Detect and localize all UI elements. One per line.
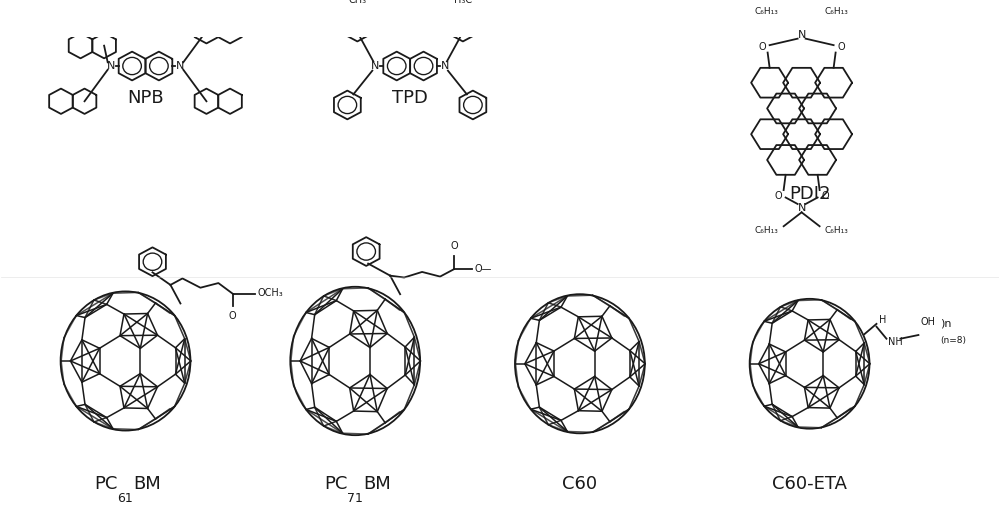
Text: N: N — [797, 30, 806, 40]
Ellipse shape — [515, 294, 645, 433]
Text: O—: O— — [474, 264, 491, 274]
Text: PC: PC — [324, 475, 347, 494]
Text: OH: OH — [920, 317, 935, 327]
Text: C₆H₁₃: C₆H₁₃ — [825, 7, 849, 16]
Text: O: O — [758, 42, 766, 52]
Text: O: O — [774, 191, 782, 201]
Text: NPB: NPB — [127, 90, 164, 107]
Text: C₆H₁₃: C₆H₁₃ — [755, 7, 779, 16]
Text: C60: C60 — [562, 475, 597, 494]
Text: BM: BM — [134, 475, 161, 494]
Text: H: H — [879, 315, 887, 325]
Ellipse shape — [61, 291, 190, 431]
Text: NH: NH — [888, 337, 903, 347]
Text: C₆H₁₃: C₆H₁₃ — [825, 226, 849, 235]
Text: (n=8): (n=8) — [940, 336, 966, 345]
Text: O: O — [838, 42, 845, 52]
Ellipse shape — [750, 299, 869, 429]
Text: C60-ETA: C60-ETA — [772, 475, 847, 494]
Text: N: N — [797, 203, 806, 213]
Text: O: O — [229, 311, 236, 321]
Text: C₆H₁₃: C₆H₁₃ — [755, 226, 779, 235]
Text: N: N — [441, 61, 449, 71]
Text: 71: 71 — [347, 492, 363, 505]
Ellipse shape — [290, 287, 420, 435]
Text: BM: BM — [363, 475, 391, 494]
Text: 61: 61 — [118, 492, 133, 505]
Text: PC: PC — [94, 475, 118, 494]
Text: N: N — [371, 61, 380, 71]
Text: PDI2: PDI2 — [789, 185, 830, 203]
Text: N: N — [107, 61, 115, 71]
Text: CH₃: CH₃ — [348, 0, 366, 5]
Text: O: O — [450, 241, 458, 250]
Text: N: N — [176, 61, 184, 71]
Text: OCH₃: OCH₃ — [257, 288, 283, 298]
Text: O: O — [822, 191, 829, 201]
Text: )n: )n — [940, 319, 952, 329]
Text: H₃C: H₃C — [454, 0, 472, 5]
Text: TPD: TPD — [392, 90, 428, 107]
